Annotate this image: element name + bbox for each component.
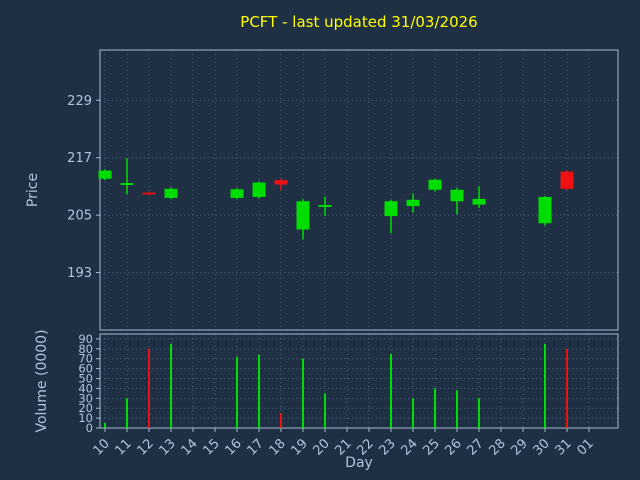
- day-tick-label: 30: [531, 436, 553, 458]
- day-tick-label: 13: [157, 436, 179, 458]
- day-tick-label: 26: [443, 436, 465, 458]
- candle-body-11: [120, 183, 134, 185]
- plot-border: [99, 333, 619, 429]
- price-tick-label: 193: [67, 266, 92, 281]
- volume-tick-label: 80: [78, 342, 93, 356]
- price-axis-label: Price: [25, 173, 41, 207]
- day-tick-label: 14: [179, 436, 201, 458]
- x-axis-label: Day: [345, 455, 373, 471]
- candle-body-23: [384, 201, 398, 217]
- candle-body-19: [296, 201, 310, 230]
- day-tick-label: 12: [135, 436, 157, 458]
- volume-tick-label: 20: [78, 401, 93, 415]
- volume-axis-label: Volume (0000): [34, 329, 50, 432]
- candle-body-10: [98, 170, 112, 179]
- volume-tick-label: 70: [78, 352, 93, 366]
- volume-tick-label: 90: [78, 332, 93, 346]
- volume-tick-label: 60: [78, 362, 93, 376]
- candle-body-16: [230, 189, 244, 198]
- candle-body-20: [318, 205, 332, 207]
- candlesticks: [98, 158, 574, 240]
- candle-body-27: [472, 198, 486, 205]
- day-tick-label: 31: [553, 436, 575, 458]
- candle-body-31: [560, 171, 574, 189]
- price-tick-label: 205: [67, 209, 92, 224]
- volume-tick-label: 40: [78, 381, 93, 395]
- day-tick-label: 01: [575, 436, 597, 458]
- day-tick-label: 17: [245, 436, 267, 458]
- day-tick-label: 28: [487, 436, 509, 458]
- volume-tick-label: 50: [78, 372, 93, 386]
- candle-body-26: [450, 189, 464, 202]
- volume-tick-label: 30: [78, 391, 93, 405]
- chart-title: PCFT - last updated 31/03/2026: [240, 13, 477, 31]
- day-tick-label: 16: [223, 436, 245, 458]
- volume-tick-label: 0: [86, 421, 93, 435]
- day-tick-label: 20: [311, 436, 333, 458]
- candle-body-13: [164, 188, 178, 198]
- volume-bars: [104, 343, 568, 428]
- volume-tick-label: 10: [78, 411, 93, 425]
- day-tick-label: 10: [91, 436, 113, 458]
- day-tick-label: 11: [113, 436, 135, 458]
- plot-borders: [99, 49, 619, 429]
- candle-body-12: [142, 192, 156, 195]
- candle-body-30: [538, 196, 552, 224]
- price-tick-label: 229: [67, 94, 92, 109]
- day-tick-label: 25: [421, 436, 443, 458]
- plot-border: [99, 49, 619, 331]
- candle-body-25: [428, 179, 442, 190]
- candle-body-24: [406, 199, 420, 207]
- day-tick-label: 18: [267, 436, 289, 458]
- day-tick-label: 27: [465, 436, 487, 458]
- candle-body-17: [252, 182, 266, 197]
- day-tick-label: 19: [289, 436, 311, 458]
- candle-body-18: [274, 180, 288, 185]
- day-tick-label: 29: [509, 436, 531, 458]
- day-tick-label: 23: [377, 436, 399, 458]
- day-tick-label: 24: [399, 436, 421, 458]
- price-tick-label: 217: [67, 151, 92, 166]
- gridlines: [100, 50, 618, 429]
- day-tick-label: 15: [201, 436, 223, 458]
